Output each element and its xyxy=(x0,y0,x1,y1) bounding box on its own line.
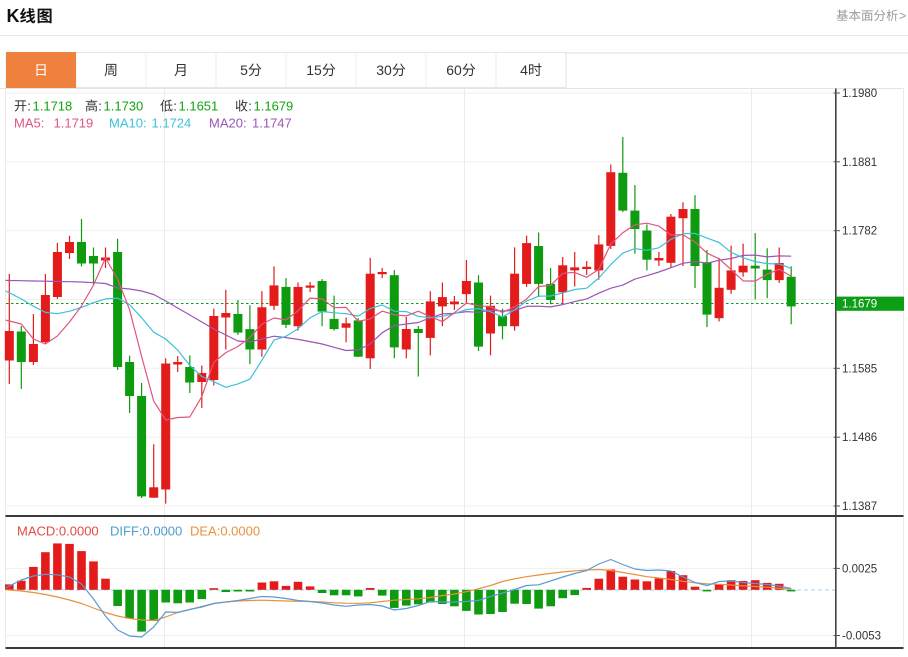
svg-text:1.1387: 1.1387 xyxy=(842,501,877,513)
svg-text:1.1718: 1.1718 xyxy=(33,99,73,114)
svg-text:MA20:: MA20: xyxy=(209,116,247,131)
svg-text:K: K xyxy=(7,6,20,26)
svg-text:1.1881: 1.1881 xyxy=(842,157,877,169)
svg-text:1.1747: 1.1747 xyxy=(252,116,292,131)
svg-text:30: 30 xyxy=(376,62,392,78)
svg-text:1.1679: 1.1679 xyxy=(842,299,877,311)
svg-text:1.1782: 1.1782 xyxy=(842,226,877,238)
svg-text:1.1719: 1.1719 xyxy=(54,116,94,131)
svg-text::: : xyxy=(98,99,102,114)
svg-text:MA5:: MA5: xyxy=(14,116,44,131)
svg-text:1.1724: 1.1724 xyxy=(152,116,192,131)
svg-text:1.1585: 1.1585 xyxy=(842,363,877,375)
svg-text:1.1730: 1.1730 xyxy=(104,99,144,114)
svg-text:60: 60 xyxy=(446,62,462,78)
svg-text::: : xyxy=(27,99,31,114)
svg-text:1.1980: 1.1980 xyxy=(842,88,877,100)
svg-text:MA10:: MA10: xyxy=(109,116,147,131)
svg-text:>: > xyxy=(899,9,906,23)
svg-text:DIFF:0.0000: DIFF:0.0000 xyxy=(110,524,182,539)
svg-text:DEA:0.0000: DEA:0.0000 xyxy=(190,524,260,539)
svg-text:MACD:0.0000: MACD:0.0000 xyxy=(17,524,99,539)
svg-text:1.1651: 1.1651 xyxy=(179,99,219,114)
svg-text:1.1486: 1.1486 xyxy=(842,432,877,444)
svg-text:-0.0053: -0.0053 xyxy=(842,631,881,643)
svg-text::: : xyxy=(173,99,177,114)
svg-text:1.1679: 1.1679 xyxy=(254,99,294,114)
svg-text:0.0025: 0.0025 xyxy=(842,563,877,575)
svg-text::: : xyxy=(248,99,252,114)
svg-text:4: 4 xyxy=(520,62,528,78)
svg-text:5: 5 xyxy=(240,62,248,78)
svg-text:15: 15 xyxy=(306,62,322,78)
